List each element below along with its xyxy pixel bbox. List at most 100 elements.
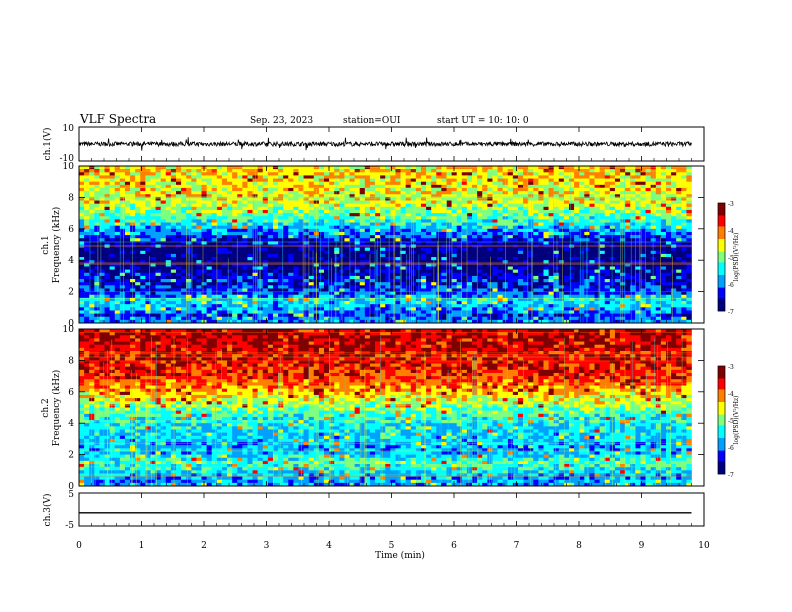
spectrogram-cell [79,225,85,230]
spectrogram-cell [114,235,121,239]
spectrogram-cell [181,285,187,289]
spectrogram-cell [119,172,126,176]
spectrogram-cell [221,253,228,258]
spectrogram-cell [507,285,514,289]
spectrogram-cell [497,222,503,226]
spectrogram-cell [548,166,554,170]
spectrogram-cell [186,222,192,226]
spectrogram-cell [79,184,85,189]
spectrogram-cell [181,253,187,258]
spectrogram-cell [538,225,544,230]
spectrogram-cell [206,187,212,192]
spectrogram-cell [456,178,463,182]
spectrogram-cell [119,288,126,292]
spectrogram-cell [671,272,677,277]
spectrogram-cell [405,253,412,258]
spectrogram-cell [288,238,294,242]
spectrogram-cell [364,225,371,230]
spectrogram-cell [523,213,529,217]
spectrogram-cell [181,216,187,220]
spectrogram-cell [446,225,452,230]
spectrogram-cell [543,250,549,255]
spectrogram-cell [369,197,376,201]
spectrogram-cell [94,291,100,296]
spectrogram-cell [114,238,121,242]
spectrogram-cell [94,200,100,204]
spectrogram-cell [308,166,315,170]
spectrogram-cell [313,181,320,186]
spectrogram-cell [130,294,136,299]
spectrogram-cell [630,219,636,223]
spectrogram-cell [191,250,197,255]
spectrogram-cell [181,279,187,283]
spectrogram-cell [221,250,228,255]
spectrogram-cell [364,187,371,192]
spectrogram-cell [558,260,565,264]
spectrogram-cell [528,257,534,261]
spectrogram-cell [686,166,692,170]
spectrogram-cell [574,191,580,195]
spectrogram-cell [196,275,202,280]
spectrogram-cell [548,228,554,233]
spectrogram-cell [558,231,565,236]
spectrogram-cell [135,209,141,214]
spectrogram-cell [150,263,156,267]
spectrogram-cell [104,228,110,233]
spectrogram-cell [329,244,335,248]
spectrogram-cell [232,191,238,195]
spectrogram-cell [538,260,544,264]
spectrogram-cell [186,228,192,233]
spectrogram-cell [579,178,585,182]
spectrogram-cell [242,238,248,242]
spectrogram-cell [579,228,585,233]
spectrogram-cell [415,247,422,252]
spectrogram-cell [548,172,554,176]
spectrogram-cell [523,206,529,211]
spectrogram-cell [114,291,121,296]
spectrogram-cell [369,184,376,189]
spectrogram-cell [538,263,544,267]
spectrogram-cell [94,203,100,208]
spectrogram-cell [548,206,554,211]
spectrogram-cell [186,269,192,274]
spectrogram-cell [211,175,218,179]
spectrogram-cell [441,291,447,296]
spectrogram-cell [579,279,585,283]
spectrogram-cell [665,272,672,277]
spectrogram-cell [359,231,366,236]
spectrogram-cell [415,266,422,270]
spectrogram-cell [181,244,187,248]
spectrogram-cell [420,288,427,292]
spectrogram-cell [272,191,279,195]
spectrogram-cell [135,203,141,208]
spectrogram-cell [451,285,457,289]
spectrogram-cell [395,279,401,283]
spectrogram-cell [604,175,611,179]
spectrogram-cell [477,231,483,236]
spectrogram-cell [140,294,146,299]
spectrogram-cell [298,285,304,289]
spectrogram-cell [318,253,325,258]
spectrogram-cell [293,263,299,267]
spectrogram-cell [472,272,478,277]
spectrogram-cell [558,197,565,201]
spectrogram-cell [278,279,284,283]
spectrogram-cell [563,231,570,236]
spectrogram-cell [79,206,85,211]
spectrogram-cell [165,175,172,179]
spectrogram-cell [272,209,279,214]
spectrogram-cell [150,247,156,252]
spectrogram-cell [135,263,141,267]
spectrogram-cell [334,288,340,292]
spectrogram-cell [267,191,274,195]
spectrogram-cell [114,257,121,261]
spectrogram-cell [400,291,406,296]
spectrogram-cell [124,187,131,192]
spectrogram-cell [630,238,636,242]
spectrogram-cell [232,257,238,261]
spectrogram-cell [405,216,412,220]
spectrogram-cell [211,275,218,280]
spectrogram-cell [191,238,197,242]
spectrogram-cell [99,213,105,217]
spectrogram-cell [119,175,126,179]
